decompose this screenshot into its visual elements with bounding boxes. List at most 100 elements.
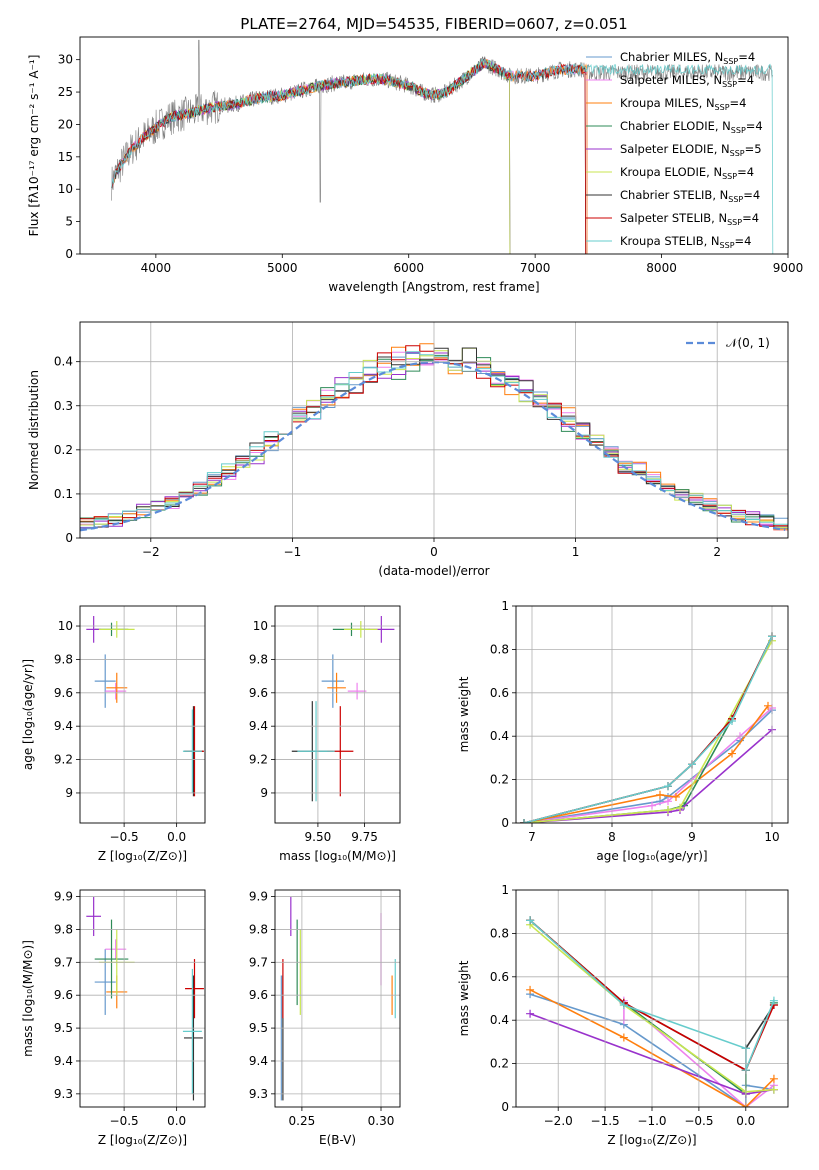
weight-marker [648,801,656,810]
y-tick-label: 9.6 [54,988,73,1002]
y-tick-label: 9.5 [54,1021,73,1035]
model-spectrum [111,58,588,254]
legend: Chabrier MILES, NSSP=4 Salpeter MILES, NS… [586,50,763,250]
chart-spectrum: 4000 5000 6000 7000 8000 9000 0 5 10 15 20 25 30 wave… [27,36,803,294]
y-tick-label: 9.6 [249,988,268,1002]
weight-marker [619,1033,628,1042]
legend-entry: Kroupa STELIB, NSSP=4 [620,234,751,250]
y-tick-label: 0.8 [490,642,509,656]
y-tick-label: 25 [58,85,73,99]
x-tick-label: 0.0 [167,1114,186,1128]
plot-area [291,616,395,802]
x-tick-label: −1 [284,545,302,559]
y-axis-label: mass [log₁₀(M/M⊙)] [21,940,35,1057]
x-tick-label: 0.30 [368,1114,395,1128]
y-tick-label: 9.4 [249,719,268,733]
x-axis-label: mass [log₁₀(M/M⊙)] [279,849,396,863]
y-tick-label: 9.9 [54,890,73,904]
x-axis-label: age [log₁₀(age/yr)] [596,849,707,863]
x-tick-label: 0.0 [167,830,186,844]
x-axis-label: (data-model)/error [378,564,489,578]
y-tick-label: 9.7 [249,955,268,969]
x-tick-label: −1.0 [637,1114,666,1128]
y-tick-label: 9.7 [54,955,73,969]
x-axis-label: wavelength [Angstrom, rest frame] [328,280,539,294]
x-tick-label: 4000 [141,261,172,275]
y-axis-label: mass weight [457,960,471,1036]
weight-marker [728,749,736,758]
chart-age-vs-Z: −0.5 0.0 9 9.2 9.4 9.6 9.8 10 Z [log₁₀(Z/Z⊙)] age… [21,605,206,863]
x-tick-label: 10 [764,830,779,844]
x-tick-label: 9 [688,830,696,844]
model-spectrum [111,56,587,254]
plot-area [280,896,396,1101]
x-tick-label: −1.5 [591,1114,620,1128]
weight-marker [769,1085,778,1094]
y-tick-label: 0.2 [54,443,73,457]
y-axis-label: mass weight [457,676,471,752]
x-tick-label: −0.5 [684,1114,713,1128]
weight-line [529,924,774,1093]
weight-marker [672,792,680,801]
axes-frame [79,605,206,824]
y-tick-label: 0 [65,531,73,545]
y-tick-label: 9.8 [54,652,73,666]
chart-weight-vs-age: 7 8 9 10 0 0.2 0.4 0.6 0.8 1 age [log₁₀(age/yr)] ma… [457,599,789,863]
legend-entry: Chabrier MILES, NSSP=4 [620,50,755,66]
x-tick-label: 9.50 [305,830,332,844]
x-tick-label: 7000 [520,261,551,275]
x-axis-label: E(B-V) [319,1133,356,1147]
axes-frame [274,889,401,1108]
x-axis-label: Z [log₁₀(Z/Z⊙)] [98,849,187,863]
plot-area [520,632,776,823]
y-tick-label: 9.3 [54,1087,73,1101]
y-tick-label: 9.8 [249,922,268,936]
y-tick-label: 9.2 [54,753,73,767]
y-tick-label: 0.4 [54,355,73,369]
legend-entry: Kroupa ELODIE, NSSP=4 [620,165,754,181]
plot-area [80,343,788,532]
axes-frame [515,605,789,824]
y-tick-label: 1 [501,883,509,897]
weight-line [523,636,773,823]
chart-weight-vs-Z: −2.0 −1.5 −1.0 −0.5 0.0 0 0.2 0.4 0.6 0.8 1 Z [log₁… [457,883,789,1147]
y-tick-label: 9.2 [249,753,268,767]
y-tick-label: 9.3 [249,1087,268,1101]
x-tick-label: 7 [528,830,536,844]
y-axis-label: age [log₁₀(age/yr)] [21,659,35,770]
y-tick-label: 5 [65,215,73,229]
y-tick-label: 0.3 [54,399,73,413]
weight-line [523,636,773,823]
legend-entry: Chabrier ELODIE, NSSP=4 [620,119,763,135]
legend-entry: Salpeter STELIB, NSSP=4 [620,211,759,227]
y-tick-label: 30 [58,53,73,67]
x-tick-label: 2 [713,545,721,559]
y-tick-label: 0.6 [490,686,509,700]
y-tick-label: 9.8 [54,922,73,936]
model-spectrum [111,58,588,254]
axes-frame [515,889,789,1108]
weight-marker [664,805,672,814]
y-tick-label: 9.9 [249,890,268,904]
y-tick-label: 9.4 [54,719,73,733]
axes-frame [274,605,401,824]
x-tick-label: 0.25 [289,1114,316,1128]
axes-frame [79,36,789,255]
y-tick-label: 0 [65,247,73,261]
weight-marker [526,916,535,925]
x-tick-label: −2 [142,545,160,559]
y-tick-label: 9.4 [54,1054,73,1068]
x-tick-label: 8 [608,830,616,844]
weight-line [529,919,775,1072]
y-tick-label: 10 [253,619,268,633]
y-tick-label: 1 [501,599,509,613]
y-tick-label: 9.6 [249,686,268,700]
x-tick-label: −0.5 [110,830,139,844]
x-tick-label: 1 [572,545,580,559]
axes-frame [79,889,206,1108]
weight-line [523,636,773,823]
x-tick-label: 5000 [267,261,298,275]
plot-area [86,616,204,797]
plot-area [86,896,204,1101]
